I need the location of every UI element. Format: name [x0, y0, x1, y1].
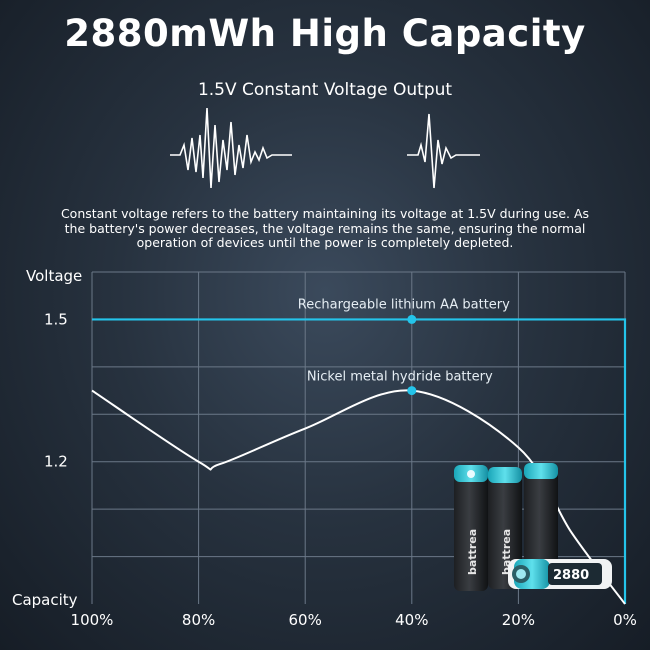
x-tick-label: 100% [71, 611, 114, 629]
x-tick-label: 80% [182, 611, 215, 629]
nimh-series-label: Nickel metal hydride battery [307, 370, 493, 385]
lithium-marker [407, 314, 417, 324]
lithium-series-line [92, 318, 627, 604]
x-axis-label: Capacity [12, 591, 78, 609]
x-tick-label: 60% [289, 611, 322, 629]
waveform-illustration [170, 107, 480, 189]
x-tick-label: 0% [613, 611, 637, 629]
y-tick-label: 1.2 [44, 453, 68, 471]
y-tick-label: 1.5 [44, 310, 68, 328]
battery-capacity-text: 2880 [553, 568, 589, 583]
nimh-marker [407, 386, 417, 396]
subheading: 1.5V Constant Voltage Output [197, 80, 453, 100]
battery-brand-text-front: battrea [466, 529, 479, 575]
description-text: Constant voltage refers to the battery m… [60, 206, 590, 250]
x-tick-label: 40% [395, 611, 428, 629]
battery-front-left: battrea [454, 465, 488, 591]
nimh-series-curve [91, 389, 626, 605]
y-axis-label: Voltage [26, 267, 82, 285]
battery-lying: 2880 [508, 559, 612, 589]
headline: 2880mWh High Capacity [64, 12, 586, 55]
lithium-series-label: Rechargeable lithium AA battery [298, 297, 510, 312]
noisy-waveform-icon [170, 107, 292, 189]
clean-waveform-icon [407, 113, 480, 189]
battery-product-image: battrea battrea 2880 [454, 463, 612, 591]
battery-back-right [524, 463, 558, 583]
x-tick-label: 20% [502, 611, 535, 629]
